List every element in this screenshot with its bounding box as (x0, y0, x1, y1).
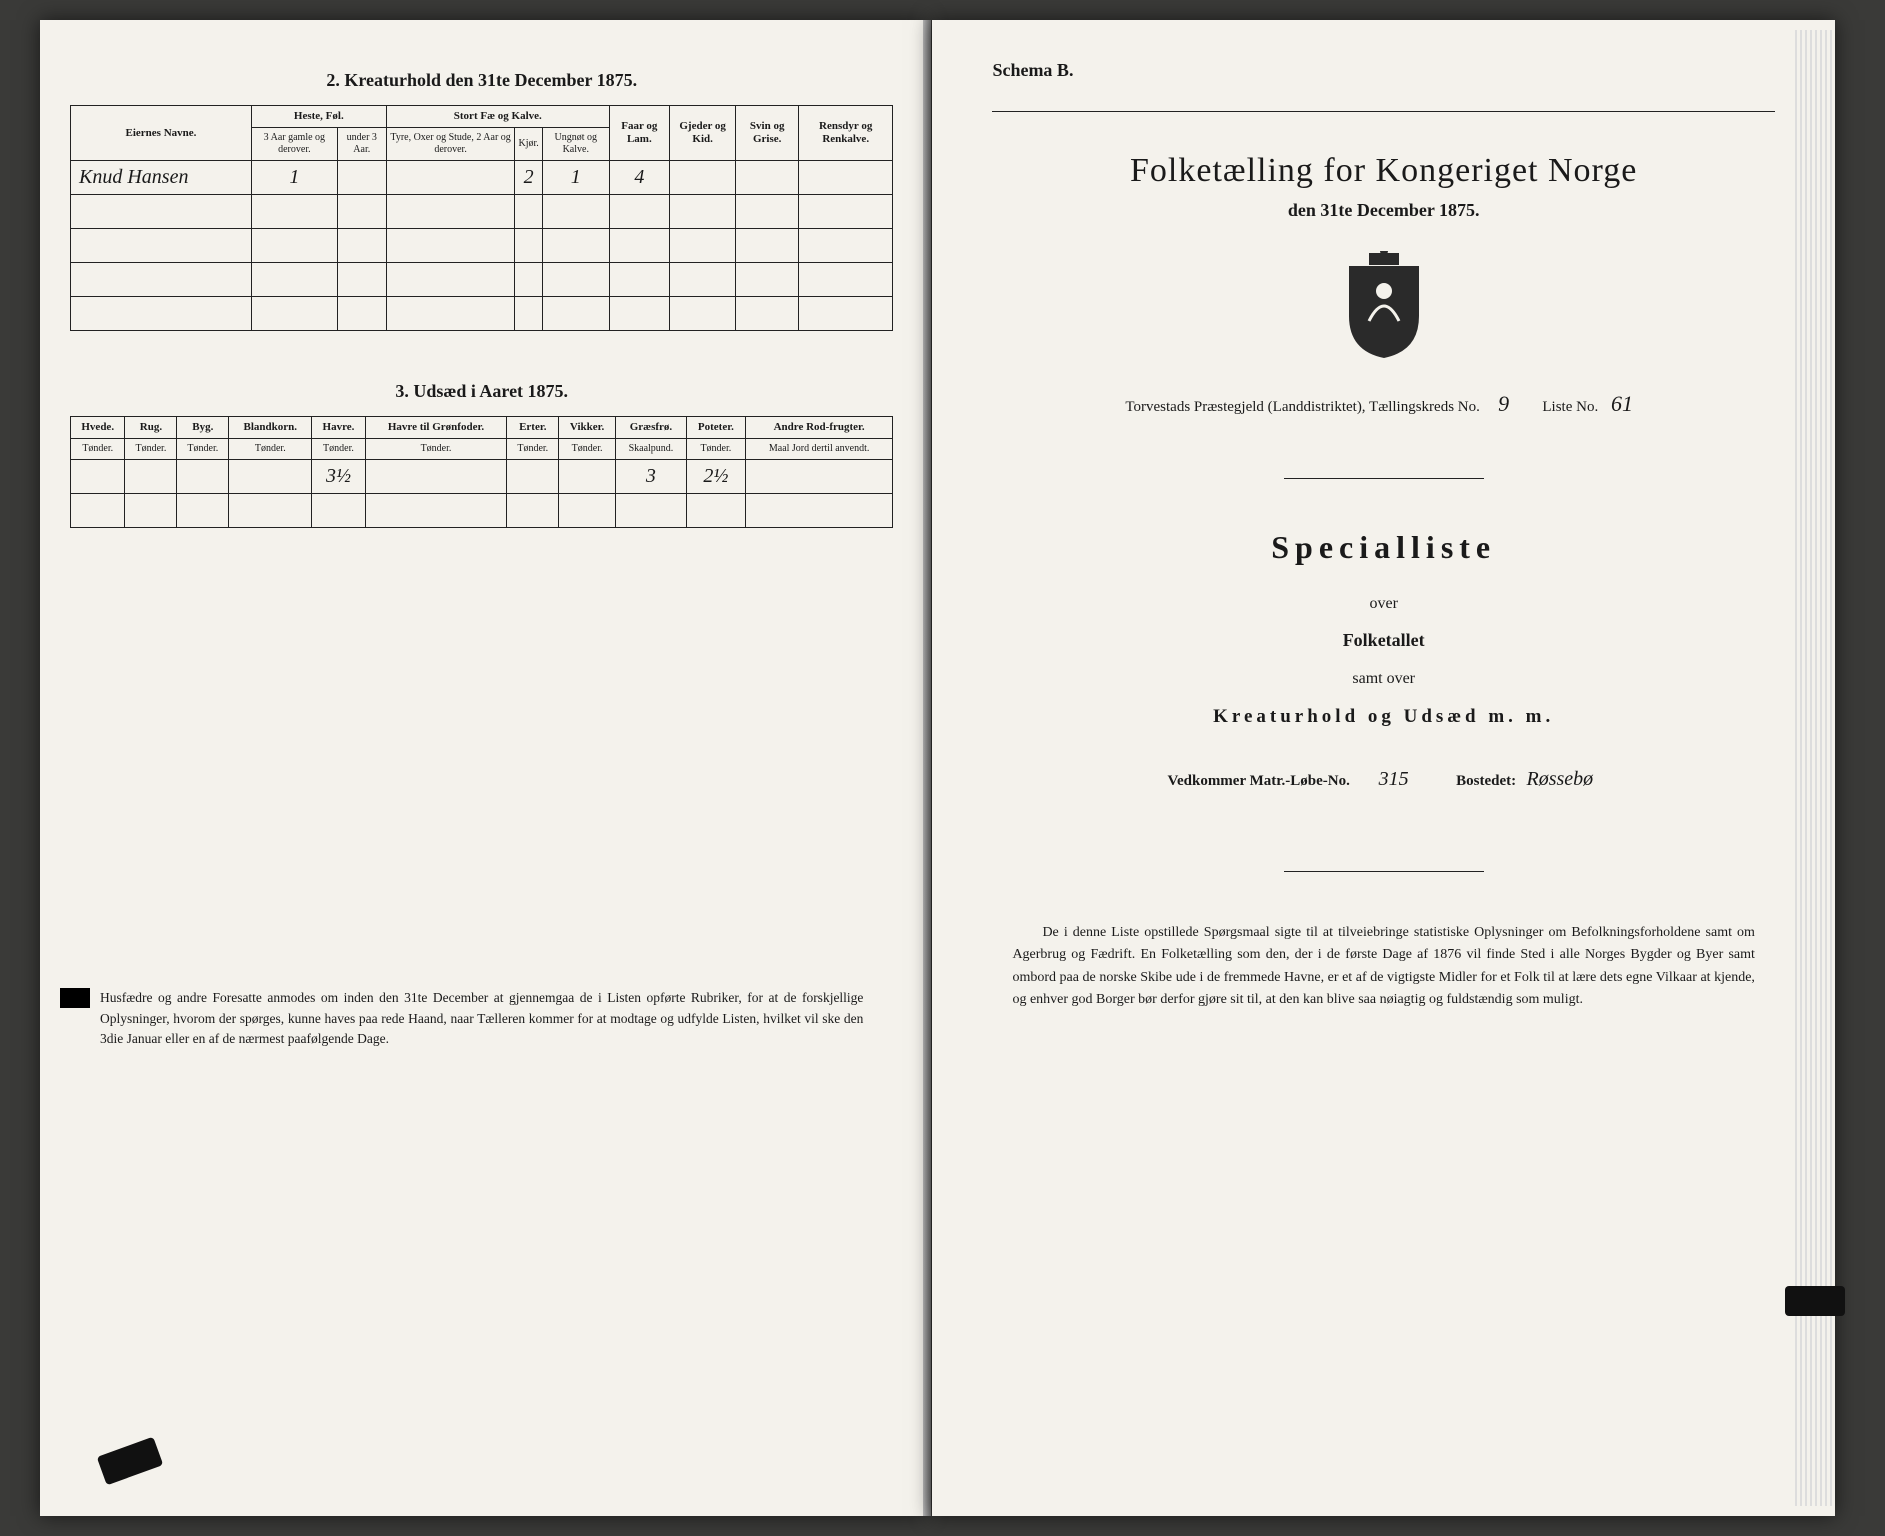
col-subheader: Tønder. (71, 439, 125, 460)
cell (337, 161, 386, 195)
col-goats: Gjeder og Kid. (669, 106, 736, 161)
district-line: Torvestads Præstegjeld (Landdistriktet),… (992, 391, 1775, 418)
col-header: Græsfrø. (615, 417, 686, 439)
col-header: Vikker. (559, 417, 616, 439)
col-subheader: Tønder. (177, 439, 229, 460)
col-subheader: Tønder. (312, 439, 365, 460)
table-row: 3½ 3 2½ (71, 460, 893, 494)
livestock-table: Eiernes Navne. Heste, Føl. Stort Fæ og K… (70, 105, 893, 331)
divider (1284, 871, 1484, 872)
col-header: Havre. (312, 417, 365, 439)
right-footnote: De i denne Liste opstillede Spørgsmaal s… (992, 922, 1775, 1012)
cell (736, 161, 798, 195)
col-subheader: Tønder. (559, 439, 616, 460)
col-subheader: Tønder. (686, 439, 745, 460)
coat-of-arms-icon (1339, 251, 1429, 361)
left-footnote: Husfædre og andre Foresatte anmodes om i… (70, 988, 893, 1049)
table-row (71, 229, 893, 263)
seed-table: Hvede.Rug.Byg.Blandkorn.Havre.Havre til … (70, 416, 893, 528)
bosted-label: Bostedet: (1456, 773, 1516, 789)
col-cattle-a: Tyre, Oxer og Stude, 2 Aar og derover. (386, 128, 515, 161)
matr-line: Vedkommer Matr.-Løbe-No. 315 Bostedet: R… (992, 768, 1775, 791)
liste-no: 61 (1602, 391, 1642, 418)
col-cattle-c: Ungnøt og Kalve. (542, 128, 609, 161)
kreds-no: 9 (1484, 391, 1524, 418)
cell (386, 161, 515, 195)
schema-label: Schema B. (992, 60, 1775, 81)
book-spread: 2. Kreaturhold den 31te December 1875. E… (40, 20, 1845, 1516)
cell: 1 (251, 161, 337, 195)
sub-title: den 31te December 1875. (992, 200, 1775, 221)
cell (798, 161, 893, 195)
col-horses-a: 3 Aar gamle og derover. (251, 128, 337, 161)
divider (992, 111, 1775, 112)
col-subheader: Tønder. (125, 439, 177, 460)
col-subheader: Tønder. (507, 439, 559, 460)
divider (1284, 478, 1484, 479)
text-over: over (1369, 595, 1397, 612)
cell (669, 161, 736, 195)
district-prefix: Torvestads Præstegjeld (Landdistriktet),… (1125, 399, 1479, 415)
clip-icon (1785, 1286, 1845, 1316)
right-page: Schema B. Folketælling for Kongeriget No… (932, 20, 1835, 1516)
col-subheader: Skaalpund. (615, 439, 686, 460)
col-pigs: Svin og Grise. (736, 106, 798, 161)
owner-name: Knud Hansen (71, 161, 252, 195)
col-sheep: Faar og Lam. (609, 106, 669, 161)
liste-label: Liste No. (1542, 399, 1598, 415)
col-horses: Heste, Føl. (251, 106, 386, 128)
main-title: Folketælling for Kongeriget Norge (992, 152, 1775, 190)
col-cattle: Stort Fæ og Kalve. (386, 106, 609, 128)
col-subheader: Tønder. (365, 439, 507, 460)
col-header: Hvede. (71, 417, 125, 439)
bosted: Røssebø (1520, 768, 1600, 791)
col-subheader: Maal Jord dertil anvendt. (745, 439, 893, 460)
col-reindeer: Rensdyr og Renkalve. (798, 106, 893, 161)
matr-label: Vedkommer Matr.-Løbe-No. (1168, 773, 1350, 789)
section3-title: 3. Udsæd i Aaret 1875. (70, 381, 893, 402)
cell: 3½ (312, 460, 365, 494)
page-stack-edge (1795, 30, 1835, 1506)
table-row (71, 195, 893, 229)
col-header: Blandkorn. (229, 417, 312, 439)
cell: 3 (615, 460, 686, 494)
col-header: Poteter. (686, 417, 745, 439)
col-header: Andre Rod-frugter. (745, 417, 893, 439)
footnote-text: Husfædre og andre Foresatte anmodes om i… (100, 990, 863, 1046)
col-header: Byg. (177, 417, 229, 439)
text-folketallet: Folketallet (992, 621, 1775, 661)
col-horses-b: under 3 Aar. (337, 128, 386, 161)
col-header: Erter. (507, 417, 559, 439)
table-row (71, 494, 893, 528)
col-subheader: Tønder. (229, 439, 312, 460)
col-owner: Eiernes Navne. (71, 106, 252, 161)
cell: 1 (542, 161, 609, 195)
table-row: Knud Hansen 1 2 1 4 (71, 161, 893, 195)
pointer-icon (60, 988, 90, 1008)
text-kreatur: Kreaturhold og Udsæd m. m. (992, 696, 1775, 738)
left-page: 2. Kreaturhold den 31te December 1875. E… (40, 20, 924, 1516)
section2-title: 2. Kreaturhold den 31te December 1875. (70, 70, 893, 91)
table-row (71, 297, 893, 331)
cell: 2 (515, 161, 542, 195)
cell: 2½ (686, 460, 745, 494)
text-samt: samt over (1352, 670, 1415, 687)
table-row (71, 263, 893, 297)
col-header: Havre til Grønfoder. (365, 417, 507, 439)
special-title: Specialliste (992, 529, 1775, 566)
col-cattle-b: Kjør. (515, 128, 542, 161)
center-block: over Folketallet samt over Kreaturhold o… (992, 586, 1775, 738)
col-header: Rug. (125, 417, 177, 439)
matr-no: 315 (1354, 768, 1434, 791)
cell: 4 (609, 161, 669, 195)
